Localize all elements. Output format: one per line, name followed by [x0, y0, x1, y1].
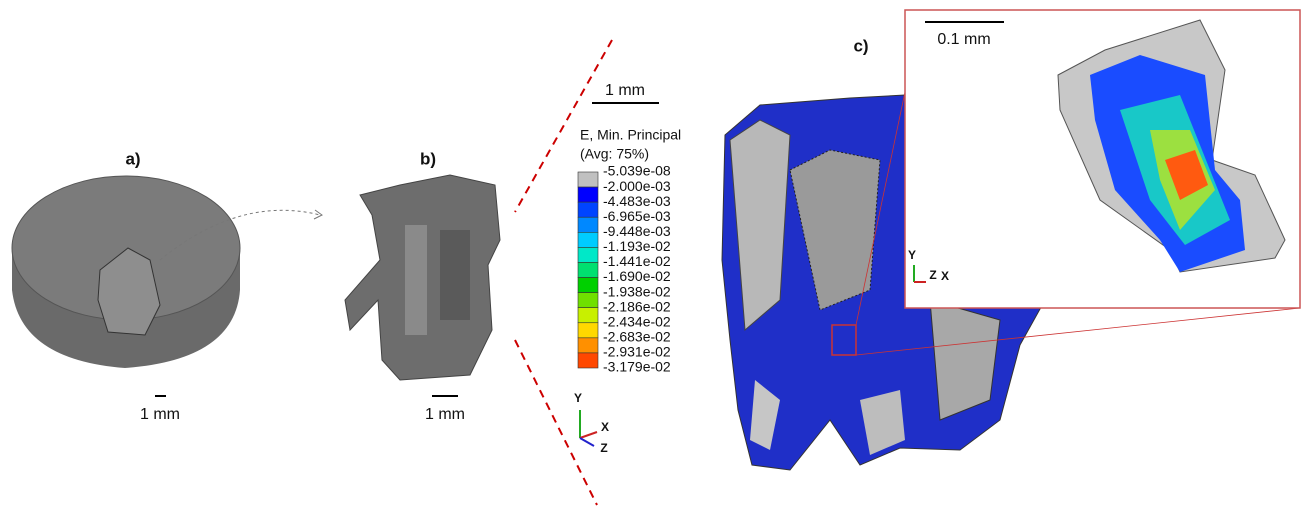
- legend: -5.039e-08-2.000e-03-4.483e-03-6.965e-03…: [578, 163, 671, 375]
- legend-level: -5.039e-08: [603, 163, 671, 179]
- legend-subtitle: (Avg: 75%): [580, 146, 649, 162]
- axis-label: Z: [600, 441, 607, 455]
- scale-label: 1 mm: [425, 406, 465, 423]
- legend-level: -2.186e-02: [603, 298, 671, 314]
- legend-swatch: [578, 353, 598, 368]
- bone-sample: [345, 175, 500, 380]
- axis-label: Y: [574, 391, 582, 405]
- legend-swatch: [578, 323, 598, 338]
- legend-level: -4.483e-03: [603, 193, 671, 209]
- figure: a) 1 mm b) 1 mm 1 mm E, Min. Principal (…: [0, 0, 1311, 509]
- legend-level: -1.938e-02: [603, 283, 671, 299]
- legend-level: -1.441e-02: [603, 253, 671, 269]
- panel-label: c): [853, 36, 868, 55]
- legend-swatch: [578, 308, 598, 323]
- legend-level: -2.683e-02: [603, 329, 671, 345]
- axis-triad: Y X Z: [574, 391, 609, 455]
- axis-label: X: [941, 269, 949, 283]
- sample-cylinder: [12, 176, 322, 368]
- legend-swatch: [578, 217, 598, 232]
- legend-swatch: [578, 187, 598, 202]
- legend-level: -1.690e-02: [603, 268, 671, 284]
- legend-swatch: [578, 293, 598, 308]
- axis-label: X: [601, 420, 609, 434]
- legend-level: -2.931e-02: [603, 344, 671, 360]
- scale-label: 1 mm: [605, 82, 645, 99]
- legend-level: -3.179e-02: [603, 359, 671, 375]
- legend-swatch: [578, 232, 598, 247]
- legend-title: E, Min. Principal: [580, 127, 681, 143]
- panel-label: a): [125, 149, 140, 168]
- legend-swatch: [578, 278, 598, 293]
- legend-swatch: [578, 247, 598, 262]
- legend-level: -2.000e-03: [603, 178, 671, 194]
- axis-label: Z: [929, 268, 936, 282]
- legend-swatch: [578, 202, 598, 217]
- axis-label: Y: [908, 248, 916, 262]
- legend-level: -2.434e-02: [603, 313, 671, 329]
- legend-swatch: [578, 172, 598, 187]
- legend-swatch: [578, 338, 598, 353]
- inset: [905, 10, 1300, 308]
- legend-level: -6.965e-03: [603, 208, 671, 224]
- scale-label: 1 mm: [140, 406, 180, 423]
- legend-level: -9.448e-03: [603, 223, 671, 239]
- legend-level: -1.193e-02: [603, 238, 671, 254]
- scale-label: 0.1 mm: [937, 31, 990, 48]
- panel-label: b): [420, 149, 436, 168]
- legend-swatch: [578, 262, 598, 277]
